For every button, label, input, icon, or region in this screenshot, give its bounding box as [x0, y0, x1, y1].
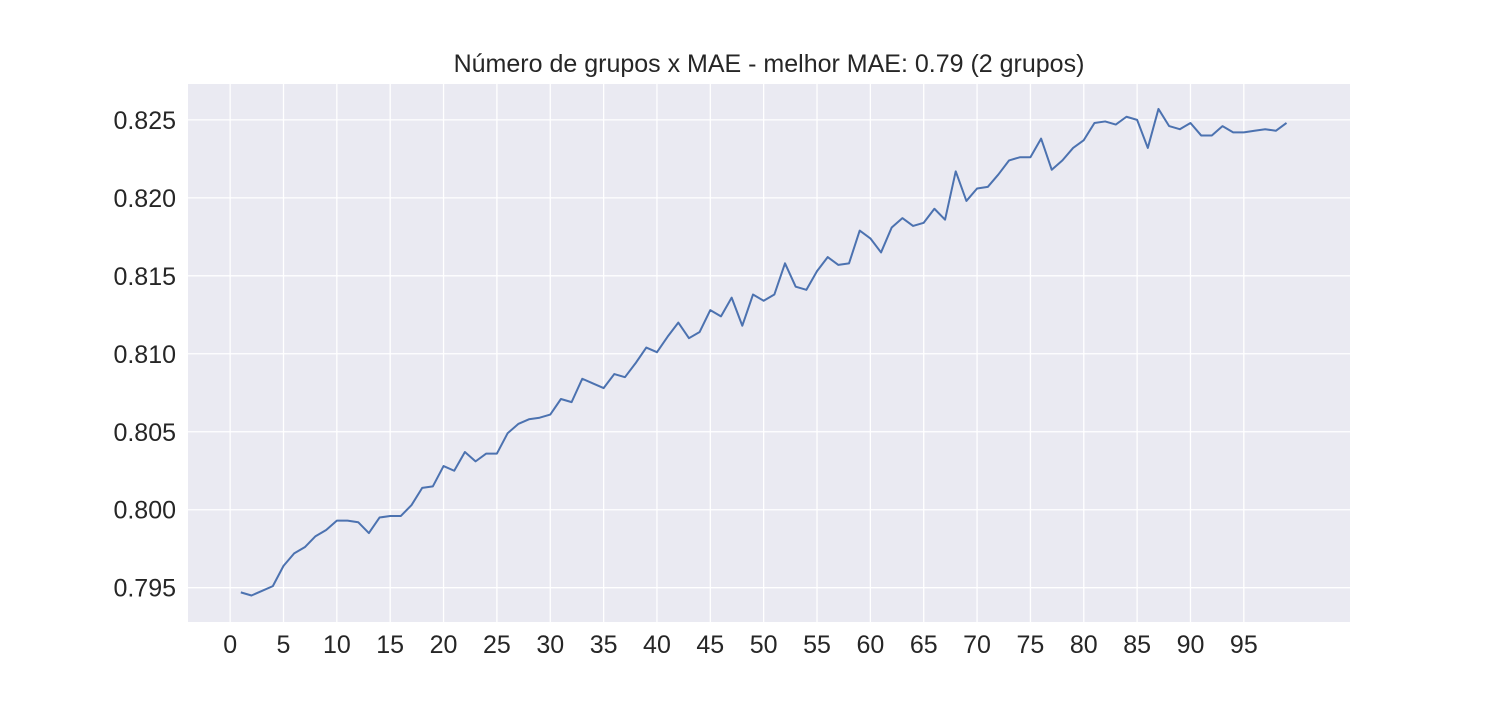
y-tick-labels: 0.795 0.800 0.805 0.810 0.815 0.820 0.825: [113, 107, 176, 603]
x-tick-label: 60: [856, 631, 884, 659]
x-tick-labels: 0 5 10 15 20 25 30 35 40 45 50 55 60 65 70 75 80 85 90 95: [223, 631, 1258, 659]
x-tick-label: 0: [223, 631, 237, 659]
y-tick-label: 0.805: [113, 419, 176, 447]
y-tick-label: 0.815: [113, 263, 176, 291]
x-tick-label: 80: [1070, 631, 1098, 659]
x-tick-label: 85: [1123, 631, 1151, 659]
y-gridlines: [188, 119, 1350, 589]
x-tick-label: 45: [696, 631, 724, 659]
y-tick-label: 0.825: [113, 107, 176, 135]
x-tick-label: 65: [910, 631, 938, 659]
x-tick-label: 15: [376, 631, 404, 659]
x-tick-label: 5: [277, 631, 291, 659]
y-tick-label: 0.800: [113, 497, 176, 525]
x-gridlines: [229, 84, 1245, 622]
x-tick-label: 20: [430, 631, 458, 659]
y-tick-label: 0.820: [113, 185, 176, 213]
x-tick-label: 55: [803, 631, 831, 659]
x-tick-label: 25: [483, 631, 511, 659]
x-tick-label: 95: [1230, 631, 1258, 659]
chart-title: Número de grupos x MAE - melhor MAE: 0.7…: [453, 50, 1085, 78]
plot-area: [188, 84, 1350, 622]
x-tick-label: 30: [536, 631, 564, 659]
x-tick-label: 90: [1177, 631, 1205, 659]
x-tick-label: 40: [643, 631, 671, 659]
x-tick-label: 50: [750, 631, 778, 659]
series-line: [240, 107, 1288, 597]
y-tick-label: 0.795: [113, 575, 176, 603]
x-tick-label: 35: [590, 631, 618, 659]
x-tick-label: 70: [963, 631, 991, 659]
x-tick-label: 10: [323, 631, 351, 659]
y-tick-label: 0.810: [113, 341, 176, 369]
series-layer: [240, 107, 1288, 597]
x-tick-label: 75: [1017, 631, 1045, 659]
